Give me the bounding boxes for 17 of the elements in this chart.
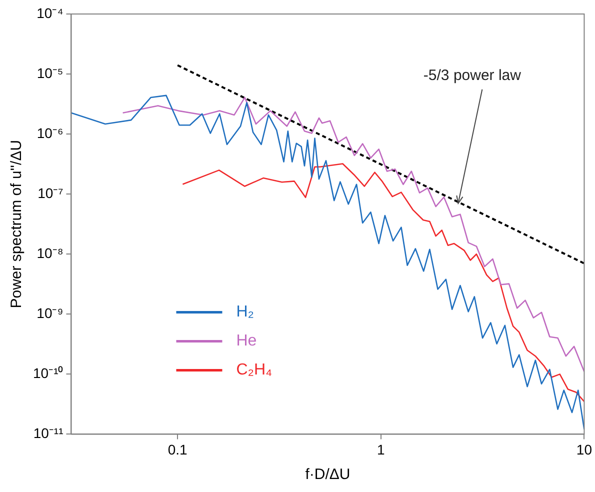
legend-label: C₂H₄ (236, 362, 272, 379)
annotation: -5/3 power law (423, 67, 522, 84)
x-tick-label: 1 (376, 441, 385, 458)
y-tick-label: 10⁻⁸ (36, 244, 64, 261)
legend-label: He (236, 332, 257, 350)
y-tick-label: 10⁻¹¹ (33, 425, 64, 442)
y-tick-label: 10⁻⁷ (38, 184, 64, 201)
y-tick-label: 10⁻⁴ (36, 4, 64, 21)
x-tick-label: 10 (576, 441, 592, 458)
y-tick-label: 10⁻⁵ (36, 64, 64, 81)
y-tick-label: 10⁻⁹ (36, 305, 64, 321)
legend-label: H₂ (236, 304, 254, 321)
x-tick-label: 0.1 (168, 441, 188, 458)
y-tick-label: 10⁻¹⁰ (33, 365, 64, 382)
y-axis-title: Power spectrum of u''/ΔU (8, 140, 26, 308)
y-tick-label: 10⁻⁶ (36, 124, 64, 141)
x-axis-title: f·D/ΔU (305, 466, 350, 484)
